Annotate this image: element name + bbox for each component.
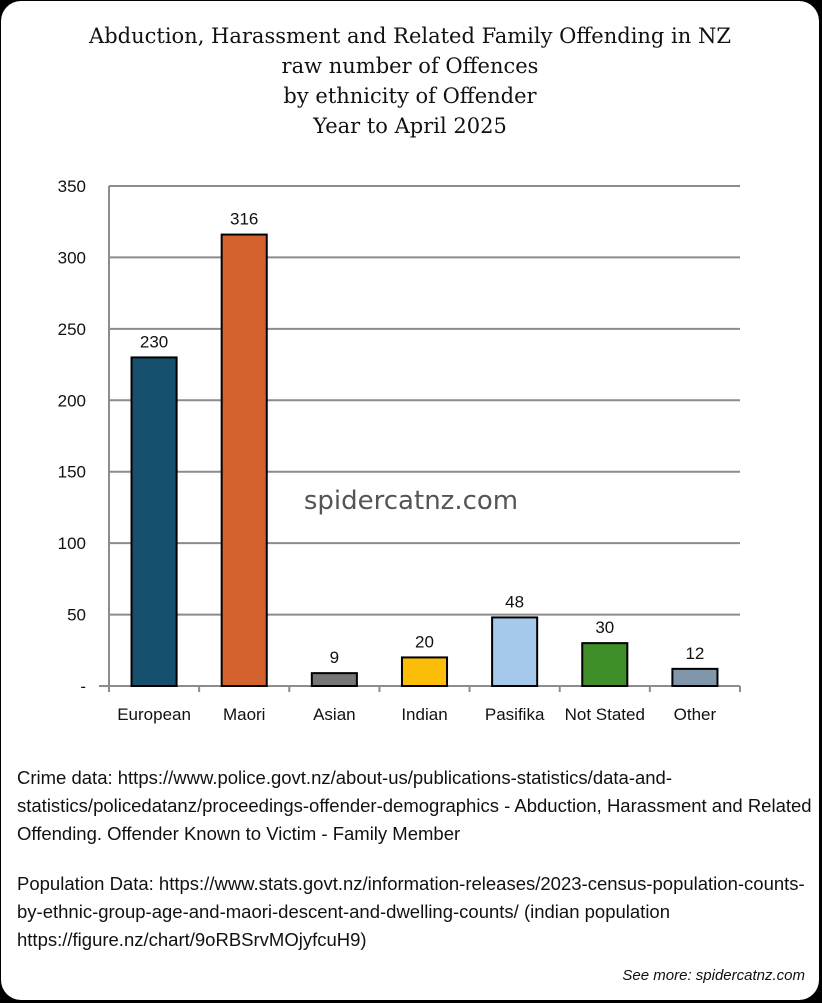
data-label: 316 [230,210,258,229]
data-label: 20 [415,632,434,651]
crime-data-source: Crime data: https://www.police.govt.nz/a… [17,767,812,844]
bar-pasifika [491,616,539,688]
population-data-source: Population Data: https://www.stats.govt.… [17,873,805,950]
title-line-3: by ethnicity of Offender [283,84,537,108]
x-tick-label: Maori [223,705,266,724]
data-label: 12 [685,644,704,663]
data-label: 30 [595,618,614,637]
bar-not-stated [581,642,629,688]
y-tick-label: - [80,677,86,696]
x-tick-label: Indian [401,705,447,724]
y-tick-label: 250 [58,320,86,339]
x-tick-label: Pasifika [485,705,545,724]
chart-title: Abduction, Harassment and Related Family… [1,21,819,141]
data-label: 48 [505,592,524,611]
title-line-2: raw number of Offences [281,54,539,78]
x-tick-label: Other [674,705,717,724]
bar-european [130,356,178,687]
see-more-link[interactable]: See more: spidercatnz.com [622,967,805,984]
y-tick-label: 50 [67,606,86,625]
y-tick-label: 100 [58,534,86,553]
watermark: spidercatnz.com [304,486,518,516]
x-tick-label: European [117,705,191,724]
title-line-1: Abduction, Harassment and Related Family… [89,24,731,48]
bar-indian [400,656,449,688]
bar-chart: - 50 100 150 200 250 300 350 spidercatnz.com 230 E… [58,177,741,724]
y-tick-label: 200 [58,391,86,410]
x-tick-label: Asian [313,705,356,724]
bar-asian [310,672,358,688]
bar-other [671,667,719,687]
y-tick-label: 150 [58,463,86,482]
data-label: 230 [140,332,168,351]
data-label: 9 [330,648,339,667]
y-tick-label: 350 [58,177,86,196]
title-line-4: Year to April 2025 [313,114,507,138]
bar-maori [220,233,268,687]
y-tick-label: 300 [58,248,86,267]
x-tick-label: Not Stated [565,705,645,724]
